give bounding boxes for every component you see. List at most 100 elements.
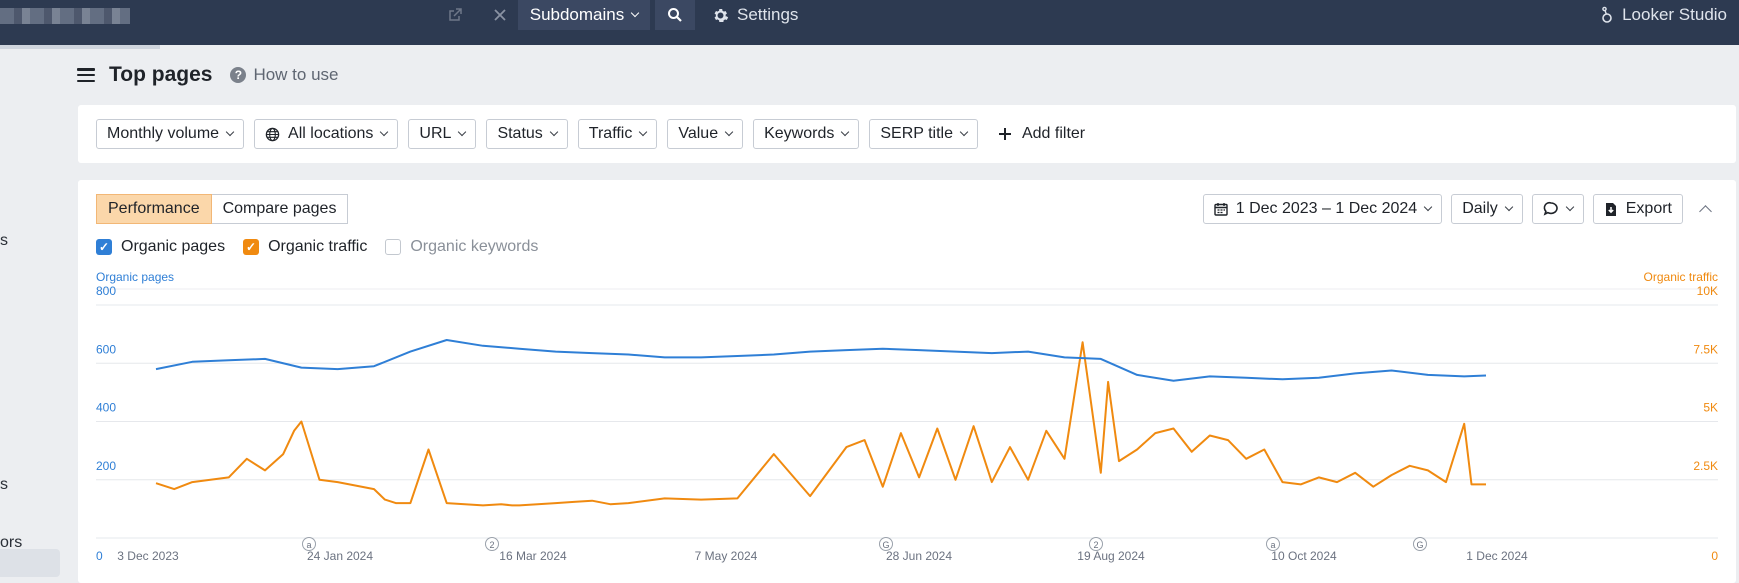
filter-url[interactable]: URL	[408, 119, 477, 149]
sidebar-item[interactable]: s	[0, 476, 8, 493]
filter-label: Traffic	[588, 125, 633, 142]
plus-icon	[998, 128, 1011, 140]
filter-monthly-volume[interactable]: Monthly volume	[96, 119, 245, 149]
sidebar-item[interactable]: s	[0, 232, 8, 249]
performance-panel: Performance Compare pages 1 Dec 2023 – 1…	[78, 180, 1736, 583]
help-icon: ?	[230, 67, 247, 83]
annotation-marker	[1266, 537, 1280, 551]
looker-studio-button[interactable]: Looker Studio	[1600, 0, 1727, 30]
looker-studio-icon	[1602, 6, 1612, 23]
top-bar: Subdomains Settings Looker Studio	[0, 0, 1739, 45]
x-tick-label: 19 Aug 2024	[1077, 549, 1145, 563]
settings-button[interactable]: Settings	[712, 0, 798, 30]
granularity-label: Daily	[1462, 200, 1498, 217]
checkbox-organic-pages[interactable]: ✓ Organic pages	[96, 238, 225, 256]
annotation-marker	[1089, 537, 1103, 551]
filter-keywords[interactable]: Keywords	[753, 119, 860, 149]
checkbox-empty-icon	[385, 239, 402, 255]
tab-compare-pages[interactable]: Compare pages	[211, 194, 349, 224]
annotation-marker	[879, 537, 893, 551]
chart-toolbar: 1 Dec 2023 – 1 Dec 2024 Daily Export	[1202, 194, 1718, 224]
x-tick-label: 28 Jun 2024	[886, 549, 952, 563]
page-header: Top pages ? How to use	[77, 60, 339, 90]
comments-dropdown[interactable]	[1531, 194, 1584, 224]
filter-label: SERP title	[880, 125, 953, 142]
right-axis-title: Organic traffic	[1644, 270, 1718, 284]
series-line	[155, 339, 1487, 382]
subdomains-label: Subdomains	[529, 5, 625, 24]
chevron-down-icon	[724, 127, 734, 137]
annotation-marker	[1413, 537, 1427, 551]
sidebar-item[interactable]: ors	[0, 534, 23, 551]
chevron-down-icon	[959, 127, 969, 137]
filter-all-locations[interactable]: All locations	[254, 119, 399, 149]
search-button[interactable]	[655, 0, 695, 30]
search-icon	[668, 8, 682, 22]
filter-label: Status	[497, 125, 543, 142]
chevron-down-icon	[458, 127, 467, 137]
right-tick-label: 10K	[1697, 284, 1718, 298]
left-tick-label: 400	[96, 401, 116, 415]
left-tick-label: 200	[96, 459, 116, 473]
checkmark-icon: ✓	[243, 239, 260, 255]
annotation-label: a	[1270, 540, 1275, 550]
x-tick-label: 24 Jan 2024	[307, 549, 373, 563]
looker-studio-label: Looker Studio	[1622, 5, 1727, 24]
add-filter-button[interactable]: Add filter	[988, 125, 1085, 143]
right-tick-label: 5K	[1703, 401, 1718, 415]
left-axis-title: Organic pages	[96, 270, 174, 284]
download-icon	[1605, 202, 1616, 216]
checkbox-organic-traffic[interactable]: ✓ Organic traffic	[243, 238, 367, 256]
filter-serp-title[interactable]: SERP title	[869, 119, 978, 149]
menu-icon[interactable]	[77, 68, 95, 82]
how-to-use-label: How to use	[253, 65, 339, 84]
series-toggles: ✓ Organic pages ✓ Organic traffic Organi…	[96, 238, 538, 256]
close-icon[interactable]	[485, 0, 515, 30]
granularity-dropdown[interactable]: Daily	[1451, 194, 1523, 224]
filter-label: Value	[678, 125, 719, 142]
filter-value[interactable]: Value	[667, 119, 744, 149]
comment-icon	[1543, 201, 1558, 216]
checkbox-label: Organic keywords	[410, 238, 539, 255]
globe-icon	[265, 127, 280, 141]
x-tick-label: 16 Mar 2024	[499, 549, 567, 563]
add-filter-label: Add filter	[1021, 125, 1086, 142]
annotation-marker	[302, 537, 316, 551]
x-tick-label: 1 Dec 2024	[1466, 549, 1528, 563]
tab-performance[interactable]: Performance	[96, 194, 212, 224]
right-tick-label: 7.5K	[1693, 342, 1718, 356]
settings-label: Settings	[737, 5, 799, 24]
blurred-url	[0, 8, 130, 24]
checkbox-organic-keywords[interactable]: Organic keywords	[385, 238, 538, 256]
right-tick-label: 2.5K	[1693, 459, 1718, 473]
export-button[interactable]: Export	[1592, 194, 1683, 224]
sidebar-item-active[interactable]	[0, 549, 60, 577]
filter-label: URL	[419, 125, 452, 142]
chevron-down-icon	[225, 127, 235, 137]
loading-strip	[0, 45, 160, 49]
left-tick-label: 0	[96, 549, 103, 563]
subdomains-dropdown[interactable]: Subdomains	[518, 0, 650, 30]
date-range-picker[interactable]: 1 Dec 2023 – 1 Dec 2024	[1202, 194, 1443, 224]
filter-traffic[interactable]: Traffic	[577, 119, 658, 149]
chevron-down-icon	[631, 8, 640, 18]
checkbox-label: Organic traffic	[268, 238, 368, 255]
sidebar: s s ors	[0, 49, 60, 583]
annotation-label: G	[882, 540, 889, 550]
how-to-use-link[interactable]: ? How to use	[230, 65, 339, 85]
chevron-down-icon	[639, 127, 648, 137]
page-title: Top pages	[109, 63, 213, 86]
filter-label: Monthly volume	[107, 125, 220, 142]
checkbox-label: Organic pages	[121, 238, 226, 255]
calendar-icon	[1214, 203, 1228, 216]
annotation-label: G	[1416, 540, 1423, 550]
external-link-icon[interactable]	[440, 0, 470, 30]
x-tick-label: 7 May 2024	[695, 549, 758, 563]
left-tick-label: 800	[96, 284, 116, 298]
right-tick-label: 0	[1711, 549, 1718, 563]
annotation-label: a	[306, 540, 311, 550]
checkmark-icon: ✓	[96, 239, 112, 255]
filter-bar: Monthly volume All locations URL Status …	[78, 105, 1736, 163]
x-tick-label: 3 Dec 2023	[117, 549, 179, 563]
filter-status[interactable]: Status	[486, 119, 568, 149]
